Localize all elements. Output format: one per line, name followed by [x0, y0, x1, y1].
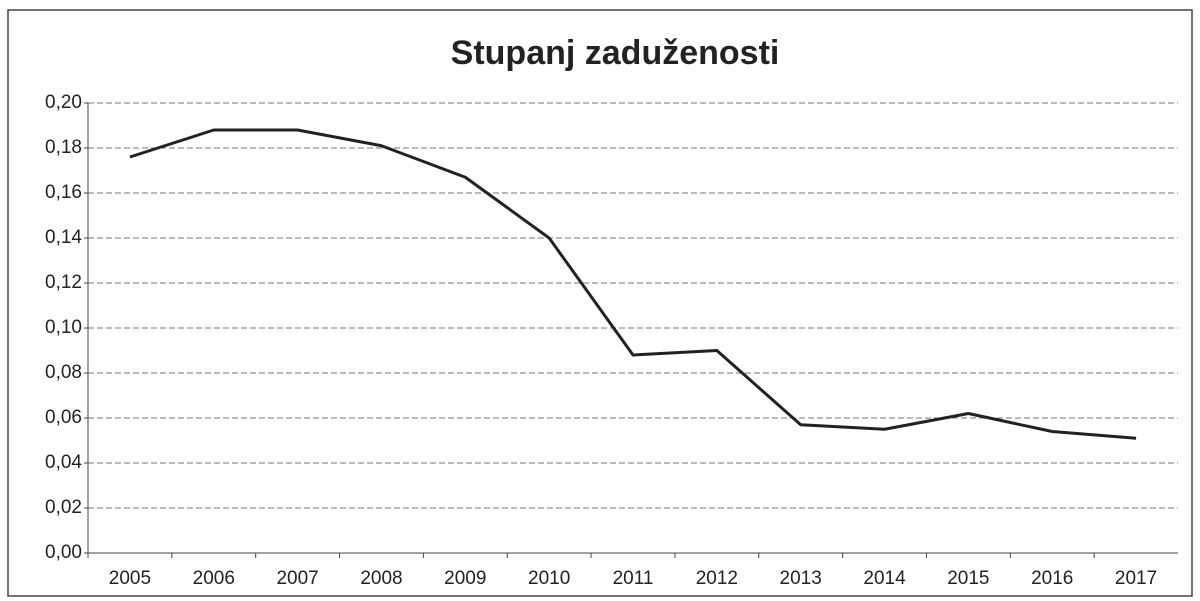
x-tick-label: 2006 [193, 568, 235, 589]
x-tick-label: 2012 [696, 568, 738, 589]
y-tick-label: 0,14 [45, 227, 82, 248]
x-tick-label: 2010 [528, 568, 570, 589]
y-tick-label: 0,02 [45, 497, 82, 518]
y-tick-label: 0,20 [45, 92, 82, 113]
x-tick-label: 2008 [360, 568, 402, 589]
chart-title: Stupanj zaduženosti [451, 34, 780, 72]
y-tick-label: 0,12 [45, 272, 82, 293]
x-tick-label: 2015 [947, 568, 989, 589]
y-tick-label: 0,06 [45, 407, 82, 428]
x-tick-label: 2007 [276, 568, 318, 589]
chart-frame [7, 9, 1193, 597]
y-tick-label: 0,08 [45, 362, 82, 383]
y-tick-label: 0,16 [45, 182, 82, 203]
y-tick-label: 0,04 [45, 452, 82, 473]
x-tick-label: 2017 [1115, 568, 1157, 589]
y-tick-label: 0,10 [45, 317, 82, 338]
x-tick-label: 2011 [613, 568, 654, 589]
x-tick-label: 2013 [780, 568, 822, 589]
x-tick-label: 2009 [444, 568, 486, 589]
x-tick-label: 2005 [109, 568, 151, 589]
data-line [129, 128, 1137, 440]
y-tick-label: 0,18 [45, 137, 82, 158]
x-tick-label: 2016 [1031, 568, 1073, 589]
x-tick-label: 2014 [863, 568, 906, 589]
y-tick-label: 0,00 [45, 542, 82, 563]
